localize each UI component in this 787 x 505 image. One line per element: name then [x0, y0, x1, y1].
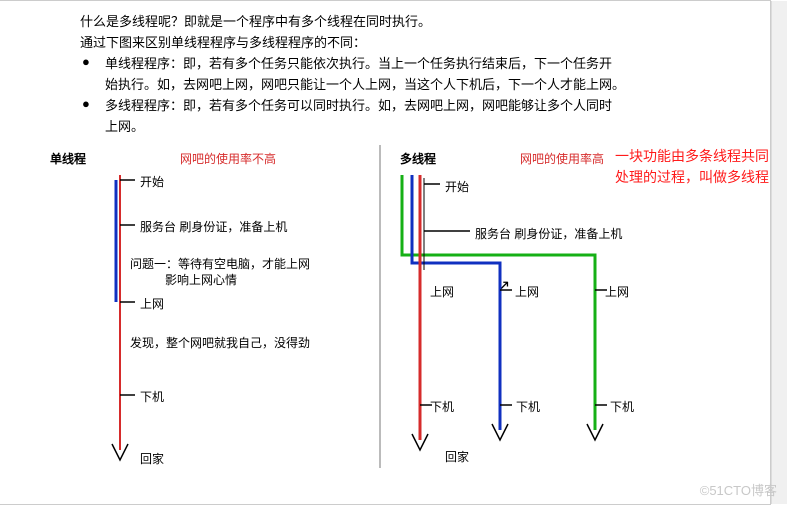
bullet2-line1: 多线程程序：即，若有多个任务可以同时执行。如，去网吧上网，网吧能够让多个人同时: [105, 96, 715, 117]
left-step2a: 问题一：等待有空电脑，才能上网: [130, 255, 310, 272]
bullet1-line2: 始执行。如，去网吧上网，网吧只能让一个人上网，当这个人下机后，下一个人才能上网。: [105, 75, 715, 96]
left-note: 发现，整个网吧就我自己，没得劲: [130, 334, 310, 351]
right-online-3: 上网: [605, 283, 629, 300]
intro-line1: 什么是多线程呢？即就是一个程序中有多个线程在同时执行。: [80, 12, 720, 33]
cursor-icon: ↖: [497, 276, 510, 296]
right-title: 网吧的使用率高: [520, 150, 604, 167]
watermark: ©51CTO博客: [700, 480, 777, 499]
note-line2: 处理的过程，叫做多线程: [615, 167, 769, 188]
right-online-1: 上网: [430, 283, 454, 300]
right-offline-2: 下机: [516, 398, 540, 415]
right-offline-3: 下机: [610, 398, 634, 415]
left-title: 网吧的使用率不高: [180, 150, 276, 167]
left-header: 单线程: [50, 150, 86, 167]
left-online: 上网: [140, 295, 164, 312]
bullet2-line2: 上网。: [105, 117, 715, 138]
right-step1: 服务台 刷身份证，准备上机: [475, 225, 622, 242]
bullet-icon: ●: [82, 96, 90, 111]
note-line1: 一块功能由多条线程共同: [615, 146, 769, 167]
left-start: 开始: [140, 173, 164, 190]
multithread-note: 一块功能由多条线程共同 处理的过程，叫做多线程: [615, 146, 769, 188]
left-home: 回家: [140, 450, 164, 467]
right-online-2: 上网: [515, 283, 539, 300]
bullet1-line1: 单线程程序：即，若有多个任务只能依次执行。当上一个任务执行结束后，下一个任务开: [105, 54, 715, 75]
right-header: 多线程: [400, 150, 436, 167]
right-home: 回家: [445, 448, 469, 465]
right-start: 开始: [445, 178, 469, 195]
right-offline-1: 下机: [430, 398, 454, 415]
left-step2b: 影响上网心情: [165, 271, 237, 288]
scrollbar[interactable]: [771, 1, 787, 504]
left-offline: 下机: [140, 388, 164, 405]
left-step1: 服务台 刷身份证，准备上机: [140, 218, 287, 235]
intro-line2: 通过下图来区别单线程程序与多线程程序的不同：: [80, 33, 720, 54]
bullet-icon: ●: [82, 54, 90, 69]
